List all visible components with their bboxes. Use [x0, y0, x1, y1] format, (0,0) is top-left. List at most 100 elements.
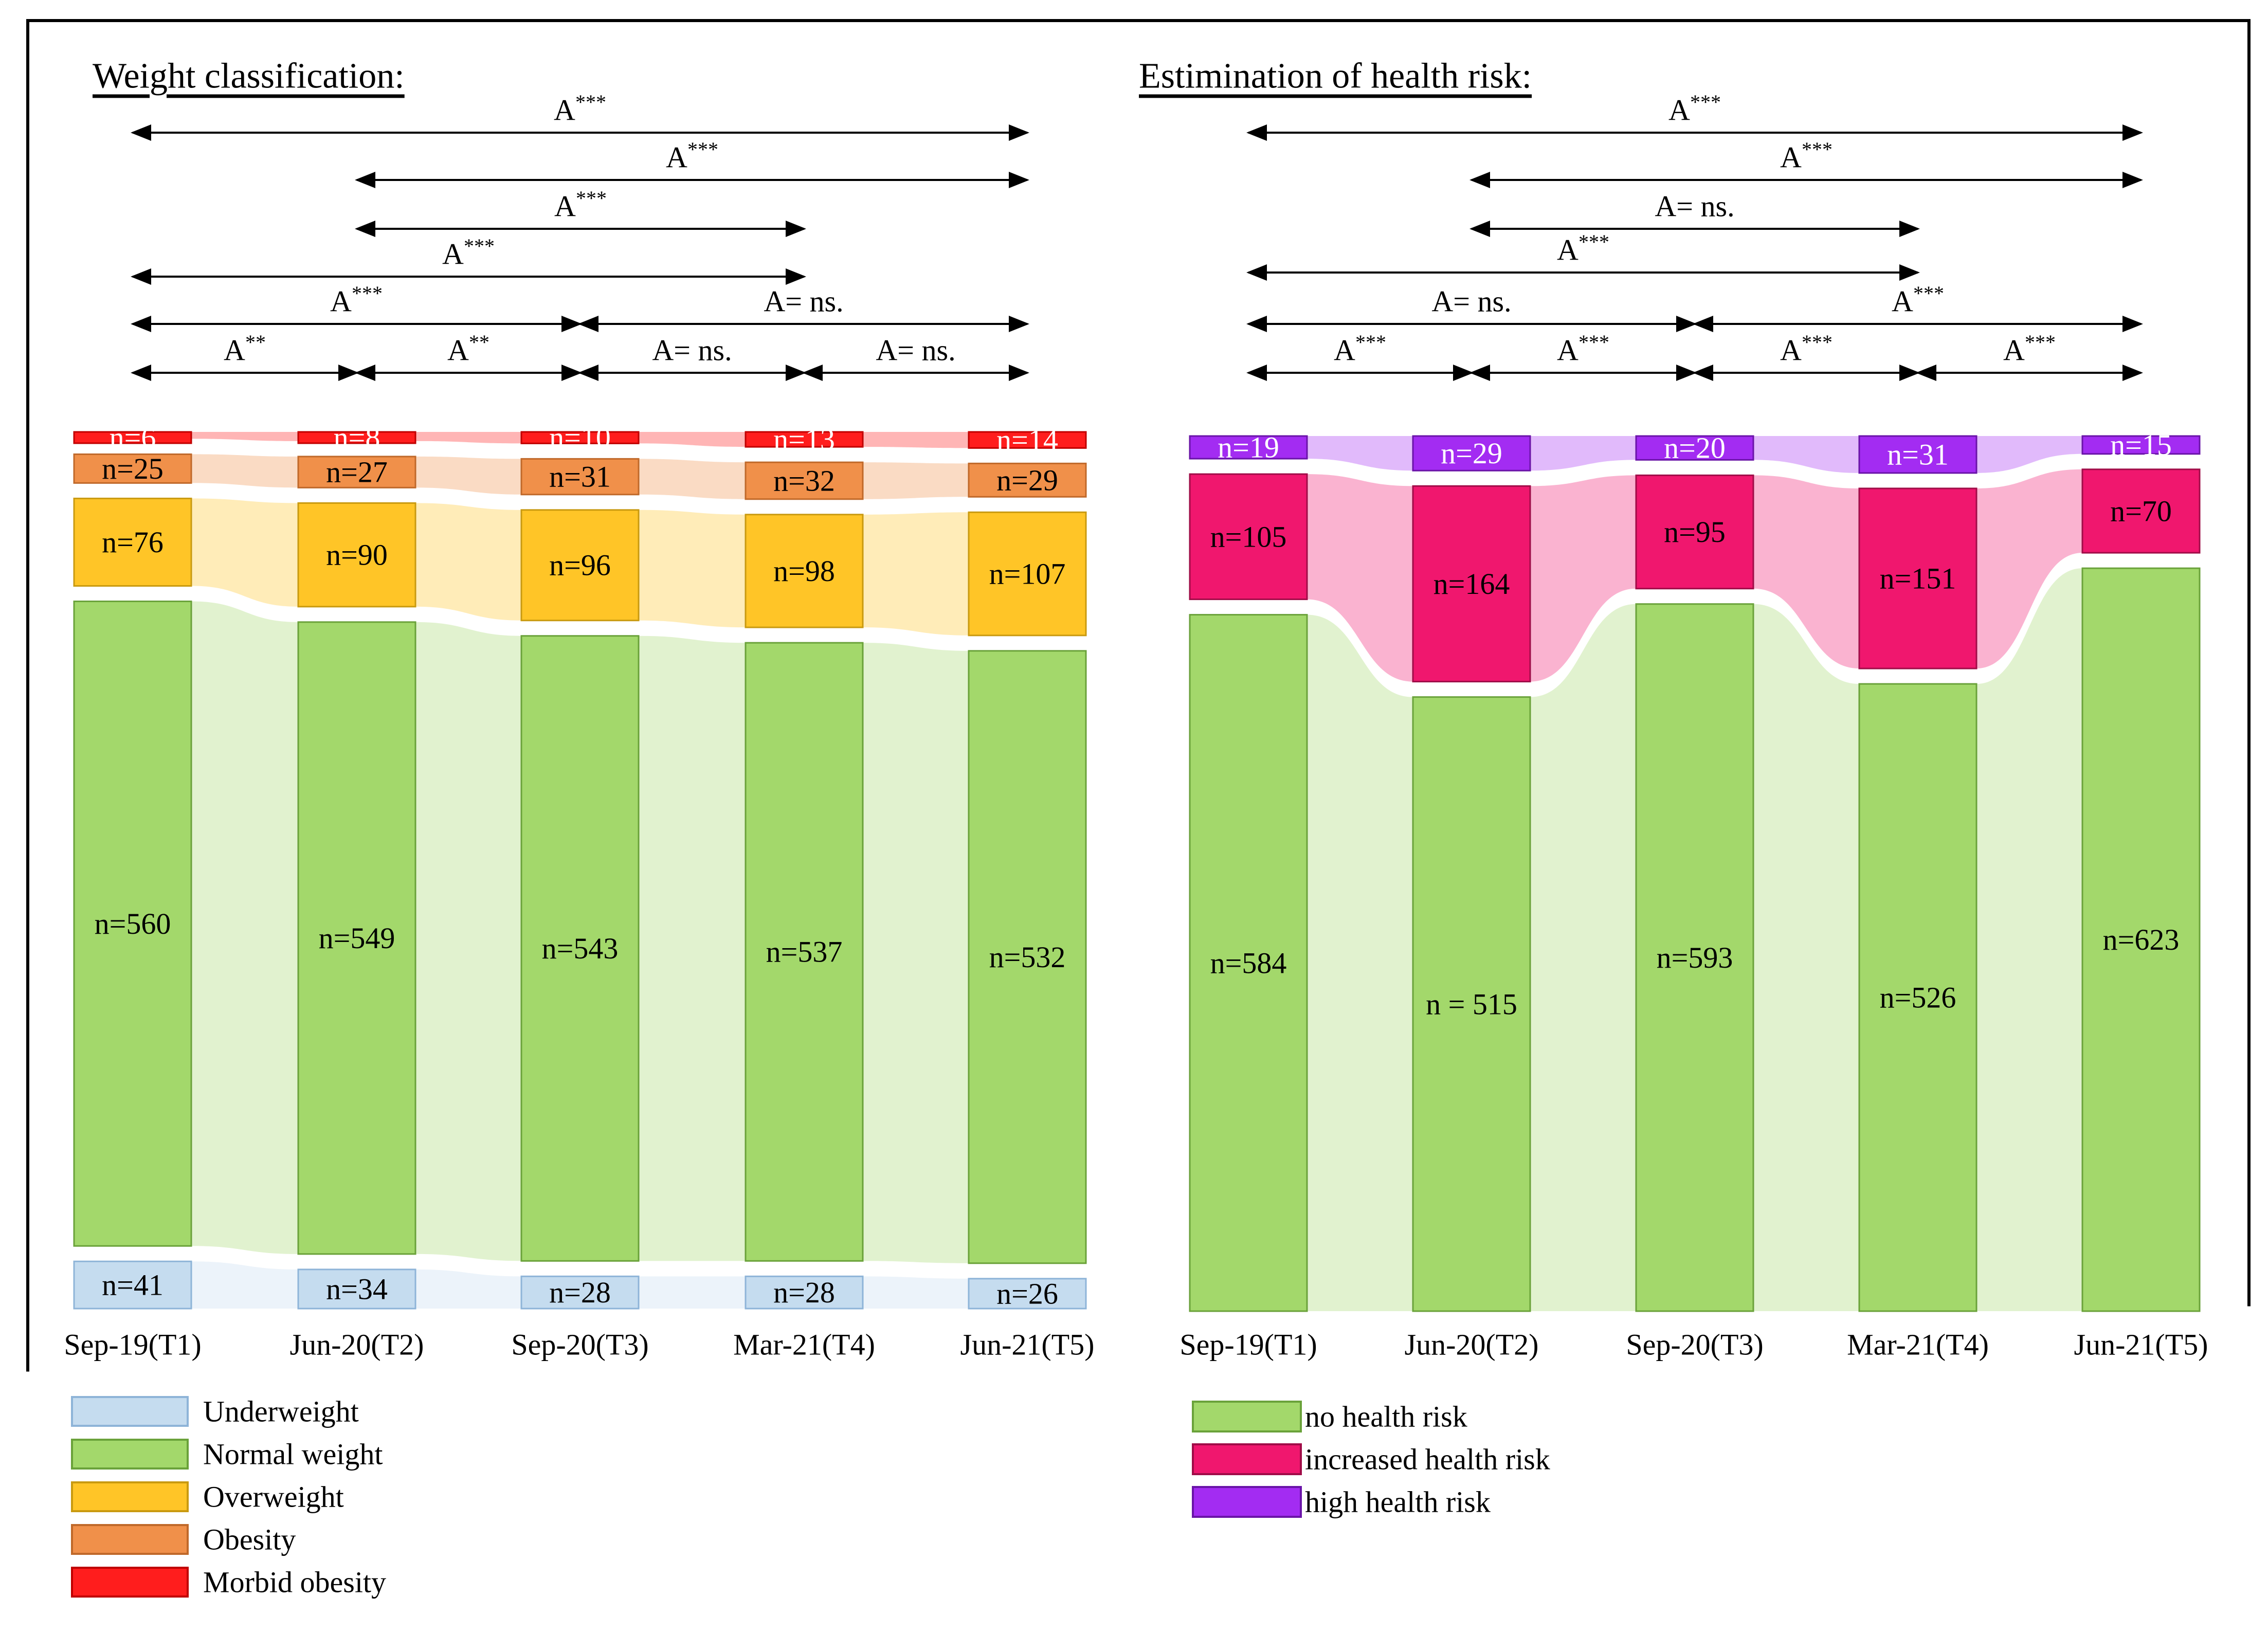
flow-band — [191, 432, 298, 441]
timepoint-label: Sep-20(T3) — [1626, 1328, 1763, 1362]
timepoint-label: Sep-19(T1) — [1180, 1328, 1317, 1362]
timepoint-label: Jun-20(T2) — [1405, 1328, 1539, 1362]
significance-stars: *** — [576, 187, 607, 210]
node-label: n=107 — [989, 557, 1066, 591]
flow-band — [1753, 604, 1859, 1311]
legend-label: Normal weight — [203, 1438, 383, 1471]
flow-band — [191, 602, 298, 1254]
node-label: n=14 — [996, 423, 1058, 457]
node-label: n=13 — [773, 423, 835, 456]
node-label: n=543 — [542, 932, 619, 965]
legend-swatch — [72, 1397, 188, 1426]
node-label: n=537 — [766, 935, 843, 969]
sankey-figure: n=41 n=560 n=76 n=25n=6 Sep-19(T1) n=34 n=549 n… — [0, 0, 2268, 1632]
legend-label: no health risk — [1305, 1400, 1467, 1434]
timepoint-label: Jun-21(T5) — [960, 1328, 1095, 1362]
flow-band — [415, 1270, 521, 1309]
node-label: n=96 — [549, 549, 611, 582]
comparison-label: A*** — [554, 187, 607, 223]
significance-stars: *** — [1578, 331, 1609, 354]
node-label: n=70 — [2110, 494, 2172, 528]
flow-band — [1307, 615, 1413, 1311]
node-label: n=76 — [102, 525, 164, 559]
node-label: n=593 — [1657, 941, 1733, 974]
panel-title: Weight classification: — [93, 57, 405, 96]
node-label: n=27 — [326, 456, 388, 489]
comparison-label: A** — [224, 331, 266, 367]
legend-swatch — [72, 1525, 188, 1554]
flow-band — [415, 503, 521, 620]
flow-band — [415, 622, 521, 1261]
flow-band — [1753, 436, 1859, 473]
comparison-label: A*** — [1668, 90, 1721, 127]
significance-stars: *** — [1802, 138, 1832, 161]
significance-stars: ** — [245, 331, 266, 354]
flow-band — [639, 459, 746, 499]
node-label: n=98 — [773, 554, 835, 588]
comparison-label: A*** — [442, 234, 495, 271]
node-label: n=105 — [1210, 520, 1287, 553]
comparison-label: A*** — [1557, 230, 1609, 267]
legend-swatch — [1193, 1487, 1301, 1517]
node-label: n=10 — [549, 421, 611, 455]
flow-band — [863, 512, 969, 636]
flow-band — [863, 462, 969, 499]
flow-band — [415, 457, 521, 495]
node-label: n=560 — [95, 907, 171, 940]
flow-band — [415, 432, 521, 443]
significance-stars: *** — [1802, 331, 1832, 354]
comparison-label: A= ns. — [876, 334, 955, 367]
flow-band — [191, 1261, 298, 1309]
comparison-label: A*** — [1557, 331, 1609, 367]
flow-band — [1530, 436, 1636, 470]
significance-stars: *** — [1355, 331, 1386, 354]
node-label: n=31 — [549, 460, 611, 494]
node-label: n=20 — [1664, 431, 1726, 465]
significance-stars: *** — [352, 282, 383, 305]
node-label: n=41 — [102, 1268, 164, 1302]
timepoint-label: Sep-19(T1) — [64, 1328, 201, 1362]
significance-stars: *** — [464, 234, 495, 258]
node-label: n=29 — [1441, 437, 1502, 470]
flow-band — [1307, 436, 1413, 470]
legend-label: Obesity — [203, 1523, 296, 1556]
node-label: n=6 — [110, 421, 156, 455]
comparison-label: A** — [447, 331, 489, 367]
node-label: n=164 — [1434, 567, 1510, 601]
node-label: n=549 — [319, 921, 395, 955]
node-label: n=31 — [1887, 438, 1949, 471]
node-label: n=15 — [2110, 428, 2172, 462]
node-label: n=151 — [1880, 561, 1956, 595]
node-label: n=95 — [1664, 515, 1726, 549]
node-label: n = 515 — [1426, 987, 1517, 1021]
node-label: n=532 — [989, 940, 1066, 974]
node-label: n=34 — [326, 1272, 388, 1305]
timepoint-label: Sep-20(T3) — [511, 1328, 648, 1362]
flow-band — [1530, 604, 1636, 1311]
comparison-label: A*** — [554, 90, 606, 127]
legend-label: high health risk — [1305, 1485, 1491, 1519]
flow-band — [639, 432, 746, 447]
legend-swatch — [72, 1568, 188, 1597]
legend-label: increased health risk — [1305, 1443, 1550, 1476]
comparison-label: A*** — [330, 282, 383, 318]
legend-swatch — [1193, 1402, 1301, 1431]
flow-band — [863, 643, 969, 1263]
comparison-label: A= ns. — [1431, 285, 1511, 318]
comparison-label: A*** — [2003, 331, 2056, 367]
node-label: n=29 — [996, 463, 1058, 497]
node-label: n=584 — [1210, 946, 1287, 980]
comparison-label: A*** — [1780, 138, 1832, 174]
node-label: n=90 — [326, 538, 388, 572]
flow-band — [863, 432, 969, 448]
flow-band — [1976, 436, 2082, 473]
legend-label: Overweight — [203, 1480, 344, 1514]
node-label: n=19 — [1218, 431, 1279, 464]
legend-swatch — [72, 1482, 188, 1511]
timepoint-label: Mar-21(T4) — [733, 1328, 875, 1362]
flow-band — [639, 636, 746, 1261]
timepoint-label: Jun-20(T2) — [290, 1328, 424, 1362]
flow-band — [191, 498, 298, 606]
significance-stars: *** — [575, 90, 606, 114]
node-label: n=25 — [102, 452, 164, 485]
